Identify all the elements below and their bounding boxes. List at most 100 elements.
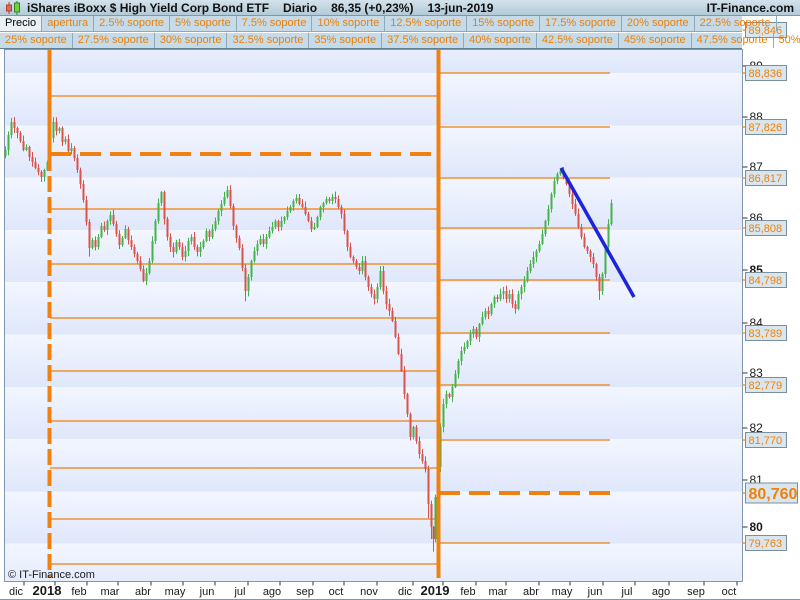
candle-body [166,219,169,237]
support-level-button[interactable]: 10% soporte [312,16,386,31]
candle-body [514,304,517,309]
support-level-button[interactable]: 37.5% soporte [382,33,465,48]
candle-body [22,141,25,150]
level-label-box [745,220,787,236]
candle-body [586,247,589,251]
support-level-button[interactable]: 5% soporte [170,16,237,31]
y-axis-label: 83 [750,366,764,380]
candle-body [460,351,463,361]
level-label-value: 88,836 [749,68,783,80]
candle-body [532,257,535,264]
support-level-button[interactable]: 15% soporte [467,16,540,31]
level-label-value: 82,779 [749,380,783,392]
level-label-value: 80,760 [749,486,798,503]
instrument-name: iShares iBoxx $ High Yield Corp Bond ETF [27,0,270,15]
candle-body [154,221,157,241]
x-axis-label: 2018 [33,583,62,598]
trendline[interactable] [559,167,636,298]
candle-body [427,469,430,504]
level-label-value: 85,808 [749,223,783,235]
candle-body [25,147,28,150]
x-axis-label: sep [687,586,705,598]
candle-body [82,184,85,200]
candle-body [55,122,58,131]
candle-body [7,135,10,150]
candle-body [472,329,475,334]
candle-body [265,237,268,244]
candle-body [535,251,538,257]
support-level-button[interactable]: 42.5% soporte [537,33,619,48]
candle-body [352,257,355,261]
candle-body [97,237,100,247]
candle-body [601,274,604,291]
support-level-button[interactable]: 2.5% soporte [94,16,170,31]
candle-body [100,226,103,237]
support-level-button[interactable]: 27.5% soporte [73,33,155,48]
x-axis-label: may [165,586,186,598]
candle-body [28,147,31,157]
candle-body [241,248,244,268]
candle-body [559,171,562,174]
candle-body [229,190,232,206]
candle-body [178,242,181,247]
candle-body [13,122,16,128]
candle-body [340,207,343,214]
candle-body [481,317,484,324]
support-level-button[interactable]: 7.5% soporte [237,16,313,31]
candle-body [313,227,316,229]
support-level-button[interactable]: 17.5% soporte [540,16,622,31]
candle-body [133,247,136,254]
candle-body [169,237,172,247]
level-label-value: 86,817 [749,173,783,185]
support-level-button[interactable]: 12.5% soporte [385,16,468,31]
candle-body [547,209,550,221]
candle-body [337,199,340,207]
support-level-button[interactable]: 22.5% soporte [695,16,777,31]
candle-body [508,294,511,299]
candle-body [517,294,520,309]
candle-body [466,341,469,347]
candle-body [583,237,586,247]
candle-body [577,214,580,227]
candle-body [322,203,325,207]
plot-area[interactable] [4,49,743,582]
candle-body [511,294,514,304]
level-label-box [745,535,787,551]
support-level-button[interactable]: 47.5% soporte [692,33,774,48]
candle-body [139,261,142,269]
support-level-button[interactable]: 32.5% soporte [227,33,310,48]
level-label-box [745,170,787,186]
candle-body [172,247,175,252]
candle-body [592,257,595,264]
candle-body [40,172,43,177]
support-level-button[interactable]: 35% soporte [309,33,383,48]
precio-button[interactable]: Precio [0,16,43,31]
support-level-button[interactable]: 40% soporte [464,33,537,48]
candle-body [184,251,187,257]
candle-body [73,148,76,158]
candle-body [88,222,91,248]
candle-body [520,287,523,294]
candle-body [307,214,310,221]
candle-body [574,204,577,214]
support-level-button[interactable]: 30% soporte [155,33,228,48]
support-level-button[interactable]: apertura [42,16,95,31]
support-level-button[interactable]: 50% [774,33,800,48]
candle-body [259,239,262,244]
level-label-value: 83,789 [749,328,783,340]
level-label-value: 79,763 [749,538,783,550]
candle-body [202,241,205,247]
support-level-button[interactable]: 20% soporte [622,16,695,31]
candle-body [79,170,82,184]
candle-body [196,247,199,252]
support-level-button[interactable]: 45% soporte [619,33,692,48]
candle-body [283,217,286,221]
candle-body [217,211,220,221]
candle-body [457,361,460,374]
support-level-button[interactable]: 25% soporte [0,33,73,48]
candle-body [208,231,211,237]
level-label-box [745,272,787,288]
toolbar-row-1: Precio apertura 2.5% soporte 5% soporte 7.5%… [0,16,777,32]
candle-body [145,273,148,281]
